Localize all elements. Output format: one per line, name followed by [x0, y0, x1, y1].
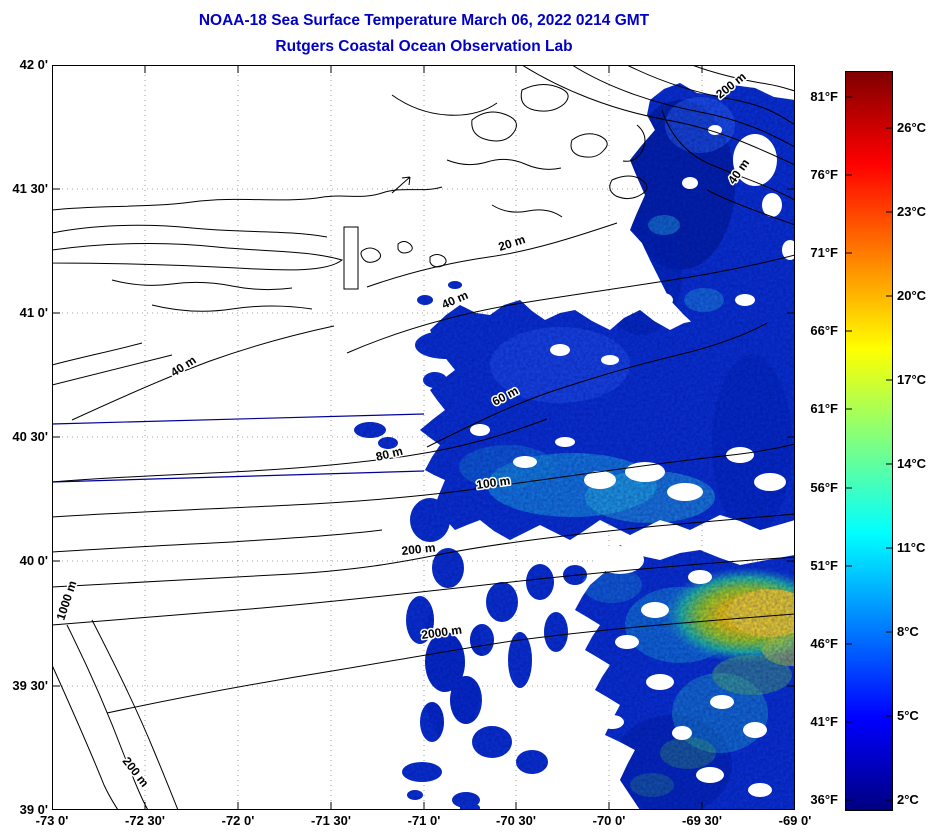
lon-tick-label: -71 0' — [407, 813, 441, 828]
colorbar-c-label: 8°C — [897, 624, 919, 639]
lat-tick-label: 41 0' — [19, 305, 48, 320]
contour-label: 40 m — [168, 353, 199, 380]
contour-label: 100 m — [475, 473, 511, 492]
lon-tick-label: -70 0' — [592, 813, 626, 828]
colorbar-f-label: 51°F — [810, 558, 838, 573]
lon-tick-label: -72 30' — [125, 813, 165, 828]
sst-data-field — [354, 83, 795, 810]
lon-tick-label: -72 0' — [221, 813, 255, 828]
colorbar-f-label: 71°F — [810, 245, 838, 260]
lat-tick-label: 42 0' — [19, 57, 48, 72]
colorbar-c-label: 11°C — [897, 540, 926, 555]
colorbar-f-label: 81°F — [810, 89, 838, 104]
colorbar-c-label: 14°C — [897, 456, 927, 471]
lon-tick-label: -69 30' — [682, 813, 722, 828]
colorbar-f-label: 76°F — [810, 167, 838, 182]
colorbar-c-label: 20°C — [897, 288, 927, 303]
lon-tick-label: -71 30' — [311, 813, 351, 828]
lat-tick-label: 40 30' — [12, 429, 48, 444]
colorbar-c-label: 2°C — [897, 792, 919, 807]
lon-tick-label: -69 0' — [778, 813, 812, 828]
lat-tick-label: 41 30' — [12, 181, 48, 196]
sst-map-canvas: 200 m 40 m 20 m 40 m 40 m 60 m 80 m 100 … — [52, 65, 795, 810]
colorbar-gradient — [845, 71, 893, 811]
colorbar-f-label: 36°F — [810, 792, 838, 807]
colorbar-f-label: 66°F — [810, 323, 838, 338]
colorbar-c-label: 26°C — [897, 120, 927, 135]
contour-label: 80 m — [374, 444, 404, 464]
contour-label: 1000 m — [54, 579, 80, 622]
cloud-mask — [470, 125, 795, 797]
lon-tick-label: -70 30' — [496, 813, 536, 828]
colorbar-f-label: 41°F — [810, 714, 838, 729]
lat-tick-label: 39 30' — [12, 678, 48, 693]
contour-label: 200 m — [401, 541, 436, 558]
axis-ticks — [53, 66, 794, 809]
lat-tick-label: 40 0' — [19, 553, 48, 568]
bathymetry-contours — [52, 65, 795, 810]
colorbar-f-label: 46°F — [810, 636, 838, 651]
colorbar-c-label: 5°C — [897, 708, 919, 723]
colorbar-fahrenheit-ticks — [846, 96, 852, 801]
colorbar-f-label: 61°F — [810, 401, 838, 416]
title-line1: NOAA-18 Sea Surface Temperature March 06… — [198, 12, 650, 29]
temperature-colorbar — [845, 71, 893, 811]
colorbar-f-label: 56°F — [810, 480, 838, 495]
colorbar-c-label: 23°C — [897, 204, 927, 219]
page-title: NOAA-18 Sea Surface Temperature March 06… — [0, 8, 848, 60]
lon-tick-label: -73 0' — [35, 813, 69, 828]
plot-border — [52, 65, 795, 810]
colorbar-celsius-ticks — [886, 127, 892, 801]
title-line2: Rutgers Coastal Ocean Observation Lab — [275, 38, 573, 55]
colorbar-c-label: 17°C — [897, 372, 927, 387]
transect-lines — [52, 413, 425, 483]
lat-tick-label: 39 0' — [19, 802, 48, 817]
